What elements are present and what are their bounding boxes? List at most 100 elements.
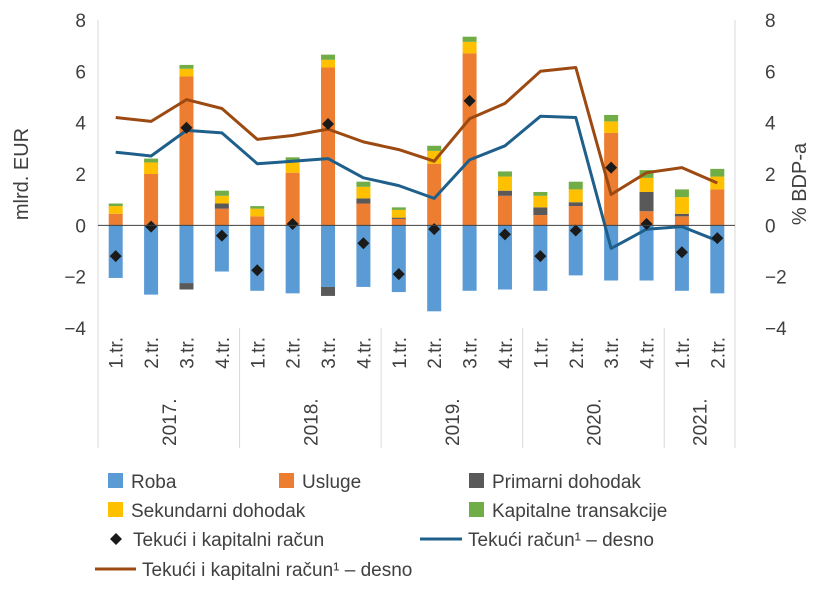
y-tick-right: 4	[765, 114, 776, 135]
marker-tekuci-i-kapitalni-racun	[428, 223, 441, 236]
line-teku-i-ra-un-desno	[115, 114, 718, 250]
y-tick-right: 2	[765, 165, 776, 186]
bar-roba	[639, 225, 654, 281]
legend-swatch	[110, 533, 122, 545]
bar-usluge	[533, 215, 548, 226]
bar-primarni-dohodak	[356, 198, 371, 204]
marker-tekuci-i-kapitalni-racun	[605, 161, 618, 174]
x-tick-year: 2021.	[691, 398, 712, 446]
x-tick-quarter: 4.tr.	[354, 337, 375, 369]
bar-roba	[144, 225, 159, 295]
x-tick-year: 2017.	[160, 398, 181, 446]
y-tick-left: 0	[75, 216, 86, 237]
x-tick-quarter: 4.tr.	[638, 337, 659, 369]
bar-sekundarni-dohodak	[533, 195, 548, 208]
bar-kapitalne-transakcije	[179, 64, 194, 69]
x-tick-year: 2020.	[584, 398, 605, 446]
bar-usluge	[604, 132, 619, 226]
bar-kapitalne-transakcije	[604, 114, 619, 122]
x-tick-quarter: 3.tr.	[319, 337, 340, 369]
y-tick-right: −2	[765, 268, 787, 289]
axes: −4 −4 −2 −2 0 0 2 2 4 4 6 6 8 8 mlrd. EUR % BDP-a 1.tr. 2…	[11, 11, 811, 448]
legend-label: Usluge	[302, 472, 361, 493]
marker-tekuci-i-kapitalni-racun	[286, 218, 299, 231]
bar-kapitalne-transakcije	[214, 190, 229, 196]
bar-primarni-dohodak	[674, 213, 689, 217]
bar-sekundarni-dohodak	[568, 189, 583, 203]
bar-sekundarni-dohodak	[639, 177, 654, 192]
bar-usluge	[321, 67, 336, 226]
marker-tekuci-i-kapitalni-racun	[392, 268, 405, 281]
bar-sekundarni-dohodak	[356, 186, 371, 199]
x-tick-quarter: 3.tr.	[461, 337, 482, 369]
marker-tekuci-i-kapitalni-racun	[180, 121, 193, 134]
bar-sekundarni-dohodak	[144, 162, 159, 174]
bar-kapitalne-transakcije	[108, 203, 123, 207]
marker-tekuci-i-kapitalni-racun	[251, 264, 264, 277]
plot-area	[108, 36, 725, 312]
bar-roba	[497, 225, 512, 290]
marker-tekuci-i-kapitalni-racun	[534, 250, 547, 263]
marker-tekuci-i-kapitalni-racun	[498, 228, 511, 241]
bar-roba	[710, 225, 725, 294]
bar-kapitalne-transakcije	[710, 168, 725, 177]
y-tick-right: 8	[765, 11, 776, 32]
marker-tekuci-i-kapitalni-racun	[357, 237, 370, 250]
y-tick-right: −4	[765, 319, 787, 340]
x-tick-quarter: 1.tr.	[531, 337, 552, 369]
legend-label: Primarni dohodak	[492, 472, 641, 493]
bar-kapitalne-transakcije	[533, 191, 548, 196]
x-tick-year: 2019.	[443, 398, 464, 446]
bar-primarni-dohodak	[639, 191, 654, 212]
x-tick-quarter: 1.tr.	[673, 337, 694, 369]
marker-tekuci-i-kapitalni-racun	[675, 246, 688, 259]
bar-usluge	[108, 213, 123, 226]
y-tick-right: 6	[765, 62, 776, 83]
bar-roba	[321, 225, 336, 287]
bar-usluge	[568, 206, 583, 226]
bar-kapitalne-transakcije	[497, 171, 512, 177]
bar-primarni-dohodak	[533, 207, 548, 216]
marker-tekuci-i-kapitalni-racun	[145, 220, 158, 233]
legend-label: Tekući račun¹ – desno	[468, 530, 654, 551]
bar-roba	[179, 225, 194, 284]
bar-kapitalne-transakcije	[568, 181, 583, 190]
bar-kapitalne-transakcije	[391, 207, 406, 210]
bar-usluge	[285, 172, 300, 226]
bar-sekundarni-dohodak	[214, 195, 229, 204]
y-tick-left: 6	[75, 62, 86, 83]
bar-usluge	[391, 218, 406, 226]
x-tick-year: 2018.	[301, 398, 322, 446]
bar-kapitalne-transakcije	[250, 206, 265, 209]
bar-primarni-dohodak	[568, 202, 583, 207]
x-tick-quarter: 2.tr.	[284, 337, 305, 369]
bar-primarni-dohodak	[179, 283, 194, 290]
x-tick-quarter: 2.tr.	[425, 337, 446, 369]
bar-sekundarni-dohodak	[108, 206, 123, 214]
x-tick-quarter: 4.tr.	[496, 337, 517, 369]
bar-primarni-dohodak	[321, 286, 336, 296]
bar-sekundarni-dohodak	[321, 59, 336, 68]
marker-tekuci-i-kapitalni-racun	[569, 224, 582, 237]
bar-usluge	[710, 189, 725, 226]
marker-tekuci-i-kapitalni-racun	[215, 229, 228, 242]
bar-primarni-dohodak	[391, 217, 406, 219]
bar-sekundarni-dohodak	[250, 208, 265, 217]
bar-usluge	[179, 76, 194, 226]
bar-primarni-dohodak	[214, 203, 229, 209]
bar-kapitalne-transakcije	[321, 54, 336, 60]
legend: Roba Usluge Primarni dohodak Sekundarni doh…	[95, 472, 667, 581]
bar-roba	[391, 225, 406, 293]
x-tick-quarter: 2.tr.	[142, 337, 163, 369]
bar-usluge	[250, 216, 265, 226]
bar-roba	[568, 225, 583, 276]
bar-roba	[462, 225, 477, 291]
bar-kapitalne-transakcije	[356, 181, 371, 187]
legend-swatch	[108, 473, 123, 488]
bar-kapitalne-transakcije	[674, 189, 689, 198]
bar-kapitalne-transakcije	[427, 145, 442, 151]
y-axis-title-right: % BDP-a	[789, 142, 811, 225]
bar-kapitalne-transakcije	[144, 158, 159, 163]
x-tick-quarter: 1.tr.	[248, 337, 269, 369]
